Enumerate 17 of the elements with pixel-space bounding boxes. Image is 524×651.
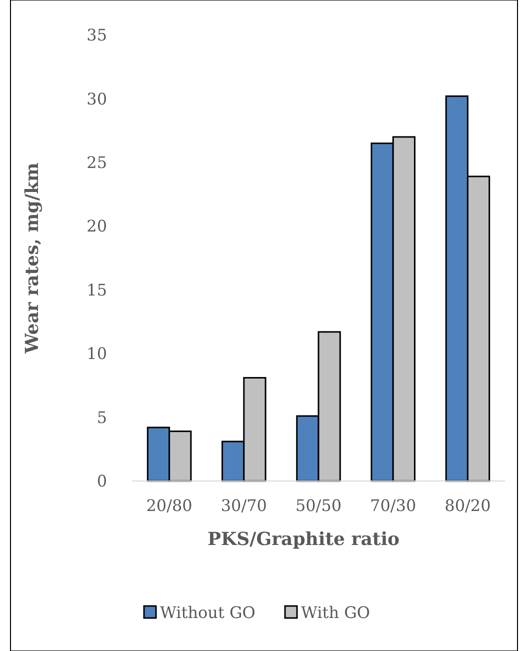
legend-label: With GO <box>301 603 370 622</box>
legend-label: Without GO <box>160 603 256 622</box>
x-tick-label: 70/30 <box>370 496 416 515</box>
x-tick-label: 30/70 <box>220 496 267 515</box>
x-axis-title: PKS/Graphite ratio <box>207 529 400 550</box>
y-tick-label: 0 <box>96 472 107 491</box>
x-tick-label: 80/20 <box>444 496 491 515</box>
y-tick-label: 5 <box>96 408 107 427</box>
y-axis-title: Wear rates, mg/km <box>22 162 43 354</box>
y-tick-label: 25 <box>86 153 107 172</box>
y-tick-label: 30 <box>86 89 107 108</box>
y-tick-label: 35 <box>86 26 107 45</box>
x-tick-label: 50/50 <box>295 496 342 515</box>
y-tick-label: 20 <box>86 216 107 236</box>
y-tick-label: 15 <box>86 280 107 300</box>
x-tick-label: 20/80 <box>146 496 192 515</box>
y-tick-label: 10 <box>86 344 107 364</box>
